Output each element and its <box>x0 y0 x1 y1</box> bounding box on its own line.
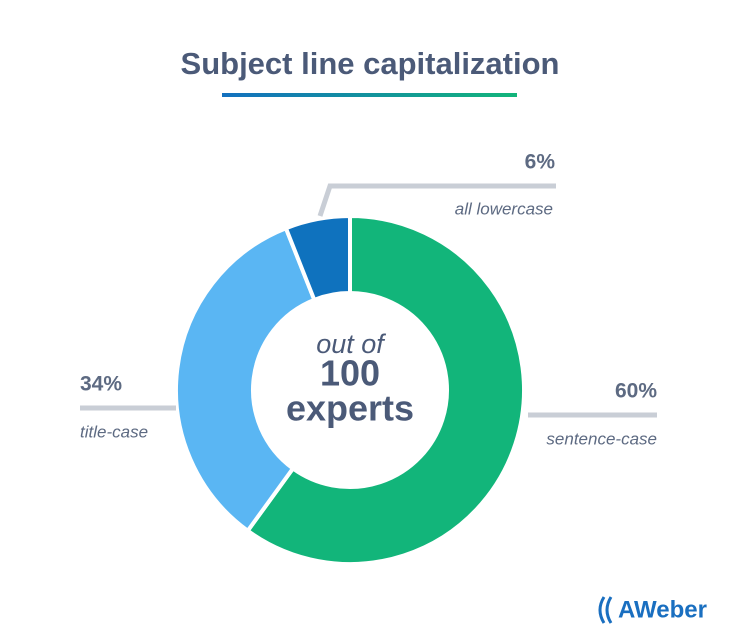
center-text: out of <box>316 329 386 359</box>
data-label: 34% <box>80 373 122 396</box>
data-label: 6% <box>525 151 556 174</box>
title-underline <box>222 93 517 97</box>
logo: AWeber <box>618 596 707 623</box>
category-label: all lowercase <box>455 199 553 218</box>
chart-title: Subject line capitalization <box>181 46 560 81</box>
slice <box>174 225 317 534</box>
slice <box>283 213 352 303</box>
data-label: 60% <box>615 380 657 403</box>
category-label: sentence-case <box>546 429 657 448</box>
center-text: 100 <box>320 353 380 394</box>
center-text: experts <box>286 388 414 429</box>
category-label: title-case <box>80 422 148 441</box>
logo-icon <box>598 596 613 624</box>
donut <box>174 213 526 566</box>
leader-line <box>317 183 556 217</box>
slice <box>244 213 526 566</box>
